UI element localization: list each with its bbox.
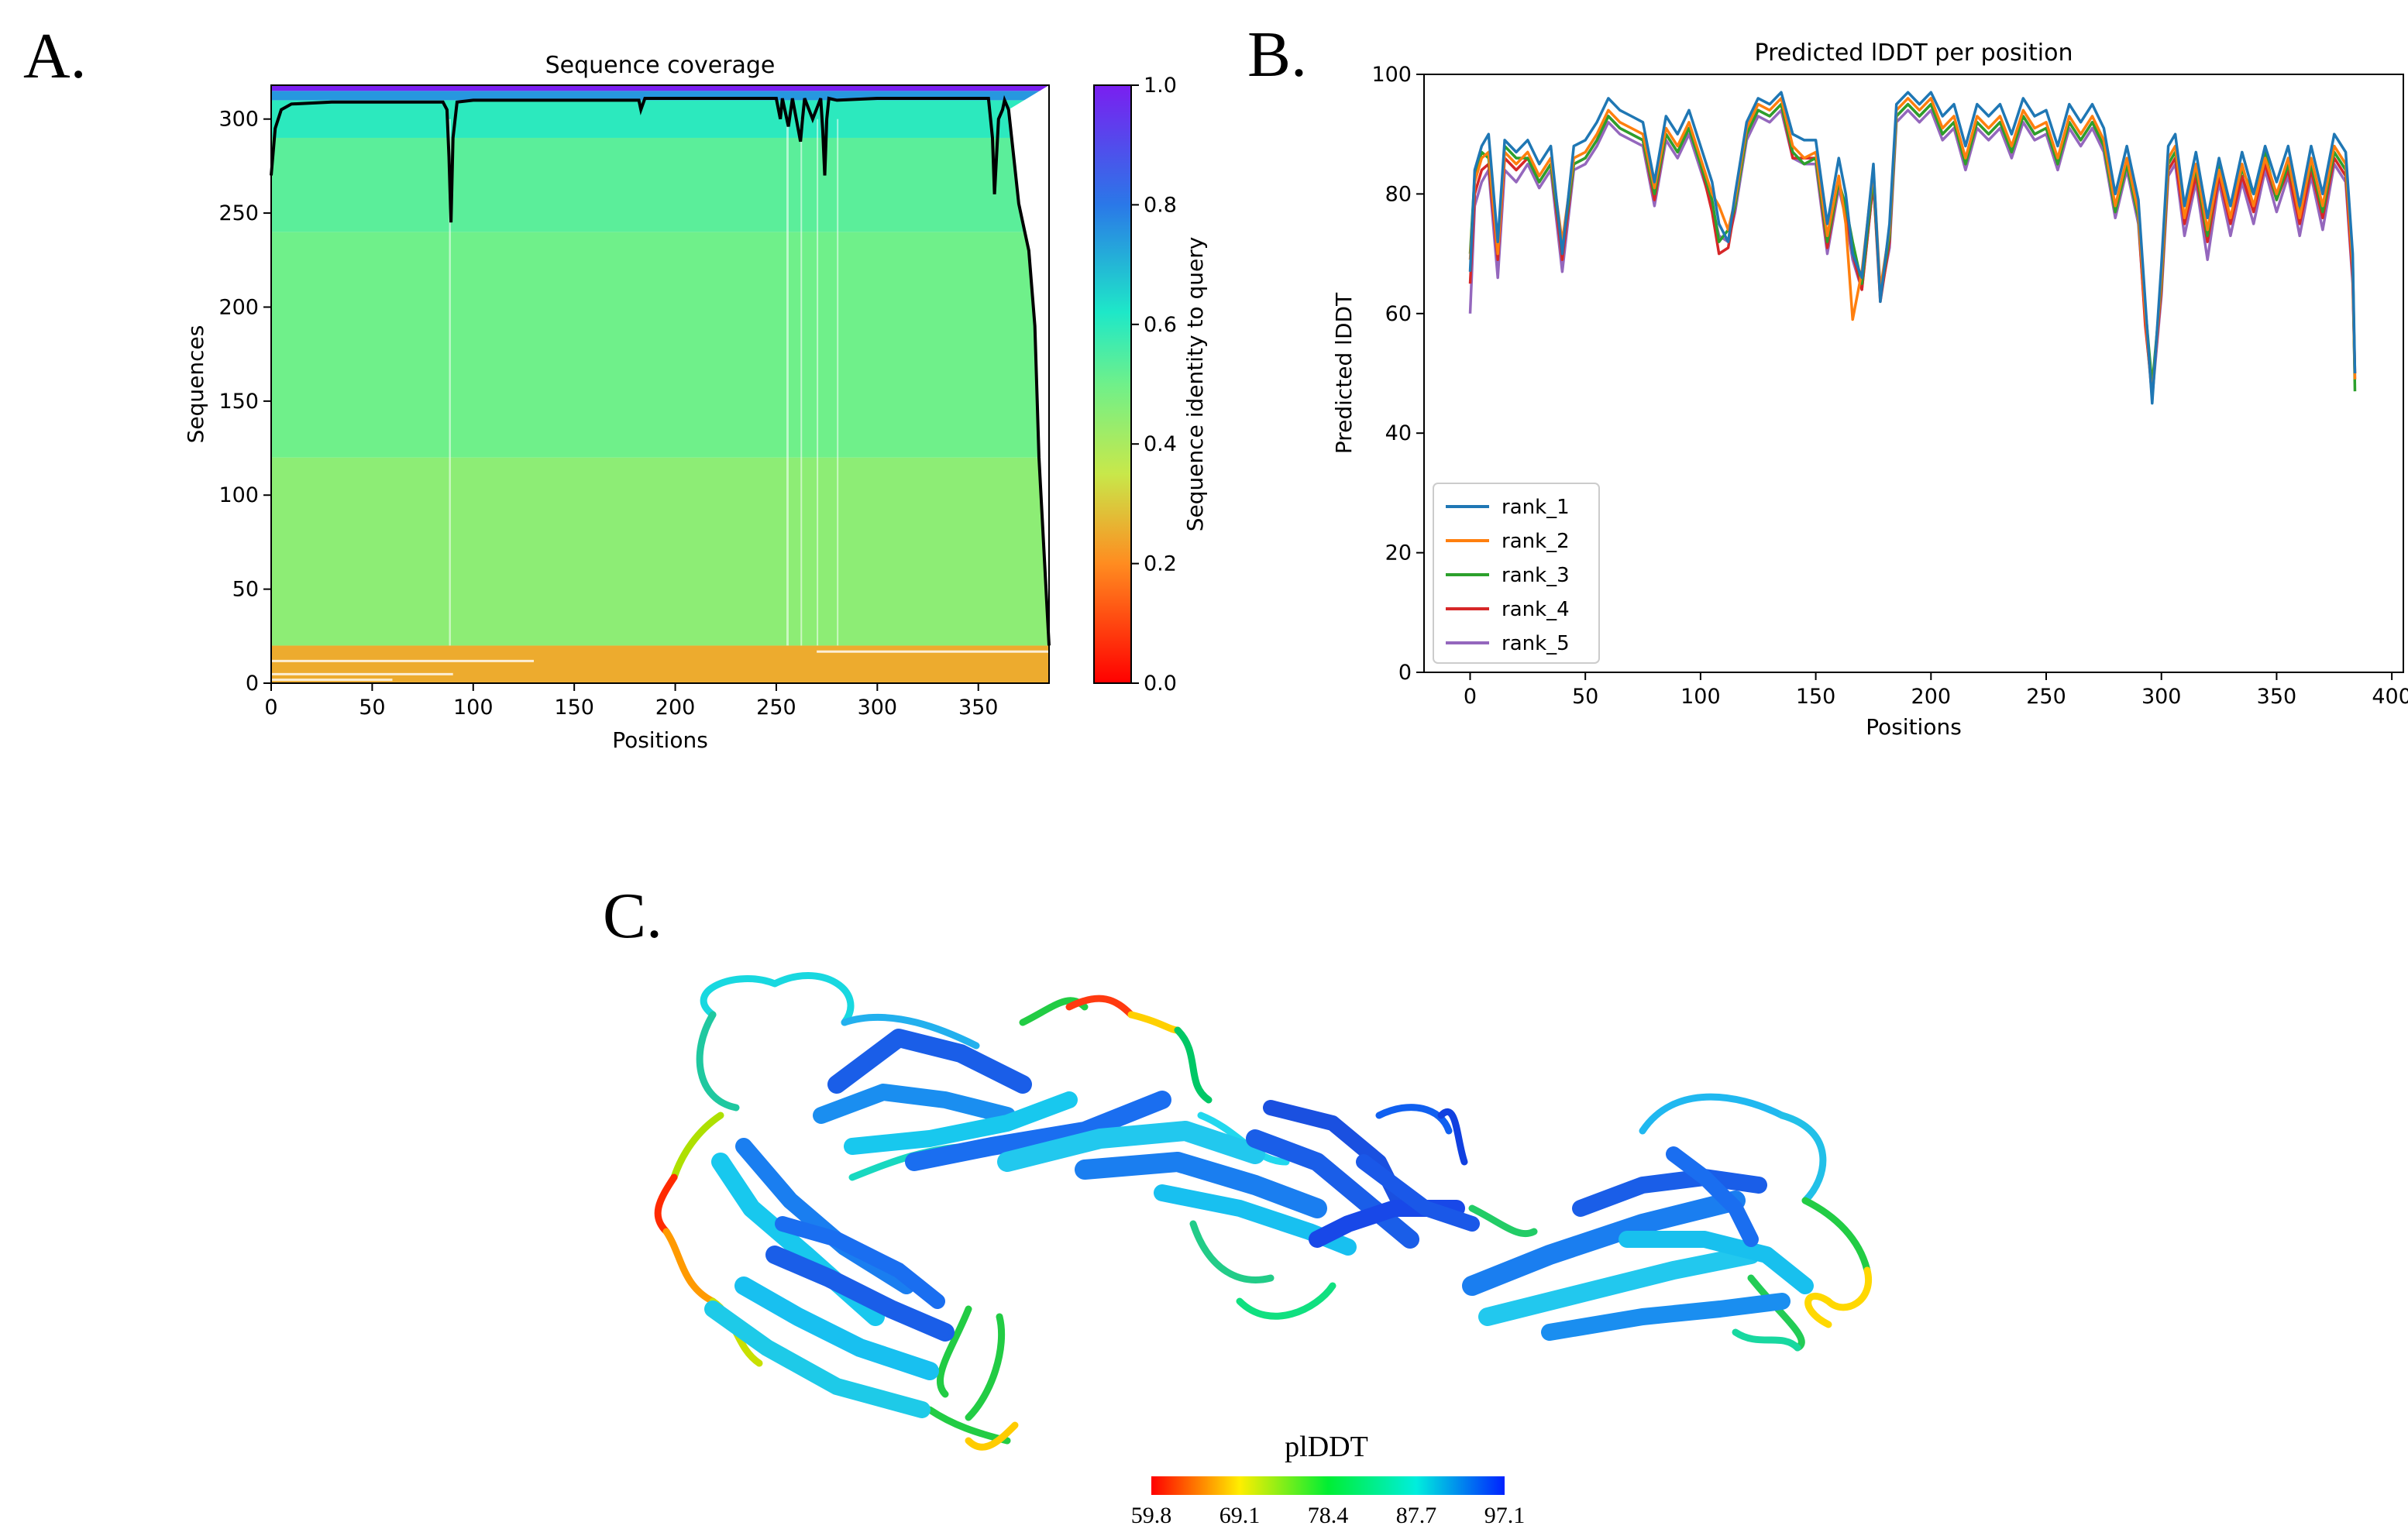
- plddt-y-tick-label: 60: [1385, 302, 1412, 326]
- coverage-band-1: [271, 457, 1049, 646]
- plddt-x-tick-label: 300: [2141, 685, 2182, 709]
- coverage-x-tick-label: 0: [264, 696, 277, 720]
- coverage-y-label: Sequences: [183, 325, 208, 444]
- identity-colorbar: [1093, 84, 1132, 684]
- plddt-colorbar: plDDT 59.8 69.1 78.4 87.7 97.1: [1131, 1431, 1526, 1528]
- coverage-x-tick-label: 250: [756, 696, 796, 720]
- plddt-plot-frame: [1423, 74, 2404, 673]
- coverage-x-tick-label: 100: [453, 696, 494, 720]
- coverage-band-6: [271, 85, 1049, 91]
- plddt-x-label: Positions: [1866, 714, 1962, 740]
- coverage-y-tick-label: 50: [232, 578, 259, 602]
- legend-label-rank_1: rank_1: [1502, 496, 1570, 519]
- coverage-y-tick-label: 0: [246, 672, 259, 696]
- coverage-row-gap-3: [271, 679, 393, 682]
- legend-label-rank_5: rank_5: [1502, 632, 1570, 655]
- coverage-chart: Sequence coverage 0 50 100 150 200 250 300 350 …: [183, 52, 1208, 753]
- plddt-series: [1468, 91, 2357, 405]
- legend-box: [1433, 483, 1600, 664]
- plddt-colorbar-tick-label: 97.1: [1484, 1503, 1526, 1528]
- plddt-y-label: Predicted lDDT: [1331, 292, 1357, 454]
- coverage-band-3: [271, 137, 1049, 232]
- plddt-line-rank_2: [1468, 97, 2357, 399]
- legend-label-rank_3: rank_3: [1502, 564, 1570, 587]
- coverage-row-gap-2: [817, 650, 1049, 653]
- coverage-heatmap: [271, 85, 1049, 683]
- coverage-gap-2: [800, 119, 803, 646]
- plddt-colorbar-gradient: [1151, 1476, 1505, 1495]
- plddt-y-ticks: 0 20 40 60 80 100: [1371, 63, 1424, 685]
- plddt-x-tick-label: 0: [1464, 685, 1477, 709]
- coverage-x-tick-label: 200: [655, 696, 696, 720]
- coverage-y-tick-label: 100: [218, 483, 259, 507]
- coverage-x-ticks: 0 50 100 150 200 250 300 350: [264, 683, 999, 720]
- identity-colorbar-tick-label: 0.8: [1144, 193, 1177, 217]
- coverage-line: [270, 94, 1051, 646]
- coverage-plot-frame: [270, 84, 1050, 684]
- plddt-x-tick-label: 400: [2372, 685, 2408, 709]
- coverage-x-tick-label: 50: [359, 696, 385, 720]
- panel-label-c: C.: [603, 880, 662, 952]
- coverage-y-tick-label: 150: [218, 390, 259, 414]
- coverage-x-tick-label: 350: [958, 696, 999, 720]
- coverage-band-2: [271, 232, 1049, 458]
- plddt-y-tick-label: 100: [1371, 63, 1412, 87]
- plddt-colorbar-tick-label: 69.1: [1219, 1503, 1261, 1528]
- plddt-y-tick-label: 20: [1385, 541, 1412, 565]
- plddt-y-tick-label: 0: [1398, 661, 1412, 685]
- coverage-edge-fade: [1008, 85, 1049, 683]
- plddt-chart: Predicted lDDT per position 0 50 100 150 200…: [1331, 40, 2408, 740]
- plddt-legend: rank_1 rank_2 rank_3 rank_4 rank_5: [1433, 483, 1600, 664]
- coverage-band-4: [271, 100, 1049, 138]
- coverage-y-tick-label: 300: [218, 108, 259, 132]
- coverage-y-tick-label: 250: [218, 201, 259, 225]
- plddt-x-tick-label: 250: [2026, 685, 2066, 709]
- coverage-x-tick-label: 150: [554, 696, 594, 720]
- identity-colorbar-label: Sequence identity to query: [1182, 237, 1208, 532]
- identity-colorbar-tick-label: 0.4: [1144, 432, 1177, 456]
- plddt-title: Predicted lDDT per position: [1755, 40, 2073, 67]
- plddt-y-tick-label: 80: [1385, 182, 1412, 206]
- identity-colorbar-tick-label: 0.2: [1144, 552, 1177, 576]
- plddt-x-tick-label: 150: [1796, 685, 1836, 709]
- coverage-gap-3: [817, 119, 819, 646]
- coverage-x-label: Positions: [612, 727, 708, 753]
- plddt-colorbar-tick-label: 87.7: [1396, 1503, 1437, 1528]
- plddt-colorbar-title: plDDT: [1285, 1431, 1368, 1463]
- coverage-row-gap-1: [271, 672, 453, 675]
- legend-label-rank_2: rank_2: [1502, 530, 1570, 553]
- identity-colorbar-tick-label: 0.6: [1144, 313, 1177, 337]
- plddt-colorbar-tick-label: 78.4: [1308, 1503, 1349, 1528]
- plddt-colorbar-ticks: 59.8 69.1 78.4 87.7 97.1: [1131, 1503, 1526, 1528]
- coverage-gaps: [271, 85, 1049, 683]
- plddt-line-rank_5: [1468, 108, 2357, 399]
- coverage-y-ticks: 0 50 100 150 200 250 300: [218, 108, 271, 696]
- identity-colorbar-tick-label: 1.0: [1144, 74, 1177, 98]
- coverage-x-tick-label: 300: [858, 696, 898, 720]
- coverage-gap-4: [837, 119, 839, 646]
- plddt-line-rank_1: [1468, 91, 2357, 405]
- coverage-gap-1: [786, 119, 789, 646]
- plddt-y-tick-label: 40: [1385, 421, 1412, 445]
- identity-colorbar-tick-label: 0.0: [1144, 672, 1177, 696]
- panel-label-a: A.: [23, 20, 87, 92]
- identity-colorbar-ticks: 0.0 0.2 0.4 0.6 0.8 1.0: [1131, 74, 1177, 696]
- plddt-x-tick-label: 50: [1572, 685, 1598, 709]
- plddt-x-tick-label: 350: [2257, 685, 2297, 709]
- panel-label-b: B.: [1247, 19, 1307, 91]
- plddt-line-rank_3: [1468, 102, 2357, 392]
- protein-structure-illustration: [654, 972, 1873, 1451]
- coverage-gap-0: [449, 119, 451, 646]
- legend-label-rank_4: rank_4: [1502, 598, 1570, 621]
- coverage-title: Sequence coverage: [545, 52, 776, 79]
- plddt-x-tick-label: 200: [1911, 685, 1952, 709]
- plddt-x-ticks: 0 50 100 150 200 250 300 350 400: [1464, 672, 2408, 709]
- plddt-x-tick-label: 100: [1680, 685, 1721, 709]
- coverage-row-gap-0: [271, 659, 535, 662]
- plddt-colorbar-tick-label: 59.8: [1131, 1503, 1172, 1528]
- plddt-line-rank_4: [1468, 102, 2357, 393]
- coverage-y-tick-label: 200: [218, 295, 259, 319]
